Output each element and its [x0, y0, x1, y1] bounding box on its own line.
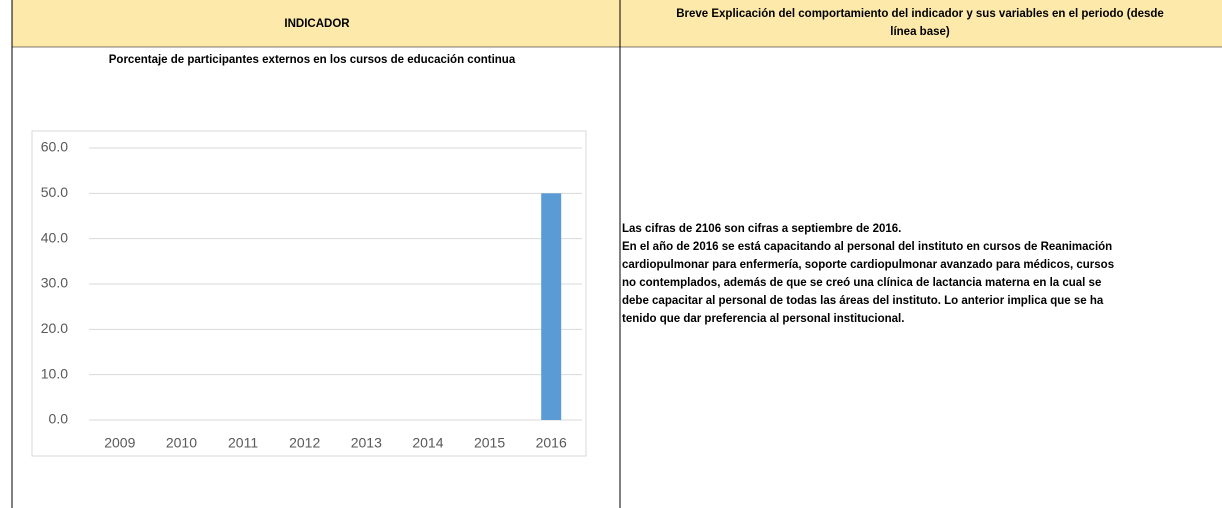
chart-title: Porcentaje de participantes externos en … [109, 54, 516, 66]
header-explanation: Breve Explicación del comportamiento del… [676, 8, 1164, 20]
explanation-line: tenido que dar preferencia al personal i… [622, 313, 904, 325]
x-tick-label: 2015 [474, 435, 505, 451]
explanation-line: Las cifras de 2106 son cifras a septiemb… [622, 223, 901, 235]
x-tick-label: 2014 [412, 435, 443, 451]
header-explanation: línea base) [890, 26, 950, 38]
y-tick-label: 60.0 [41, 139, 68, 155]
explanation-line: debe capacitar al personal de todas las … [622, 295, 1104, 307]
explanation-line: no contemplados, además de que se creó u… [622, 277, 1101, 289]
x-tick-label: 2016 [536, 435, 567, 451]
explanation-line: cardiopulmonar para enfermería, soporte … [622, 259, 1114, 271]
y-tick-label: 30.0 [41, 275, 68, 291]
explanation-line: En el año de 2016 se está capacitando al… [622, 241, 1112, 253]
x-tick-label: 2009 [104, 435, 135, 451]
y-tick-label: 10.0 [41, 365, 68, 381]
x-tick-label: 2011 [228, 435, 258, 451]
x-tick-label: 2010 [166, 435, 197, 451]
y-tick-label: 20.0 [41, 320, 68, 336]
header-indicator: INDICADOR [284, 18, 350, 30]
chart-frame [31, 130, 587, 457]
x-tick-label: 2012 [289, 435, 320, 451]
y-tick-label: 50.0 [41, 184, 68, 200]
bar [541, 193, 562, 420]
y-tick-label: 40.0 [41, 229, 68, 245]
x-tick-label: 2013 [351, 435, 382, 451]
y-tick-label: 0.0 [49, 411, 69, 427]
header-bg [12, 0, 1222, 47]
